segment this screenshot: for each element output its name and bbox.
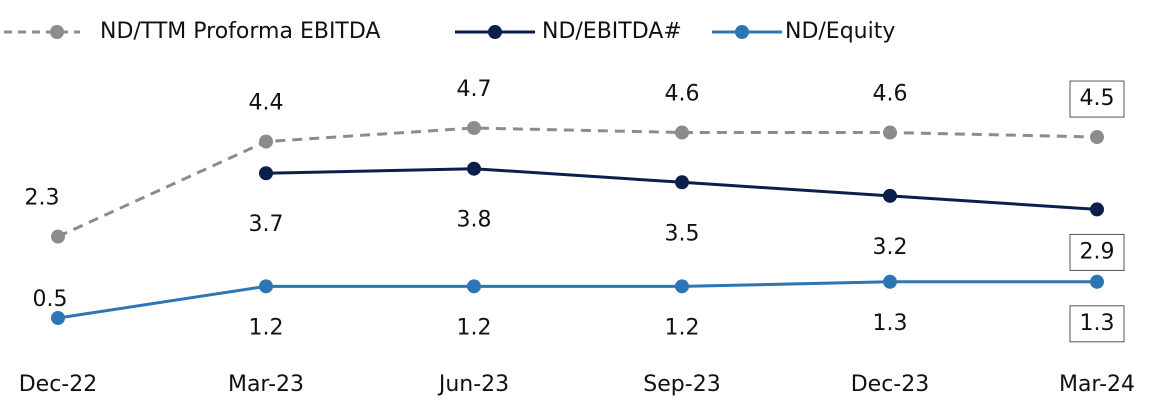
data-label: 0.5 [33,287,68,312]
data-label: 1.3 [1080,311,1115,336]
point [259,134,273,149]
point [259,166,273,181]
point [883,125,897,140]
data-label: 2.3 [25,186,60,211]
legend-marker [488,25,502,39]
data-label: 4.5 [1080,86,1115,111]
x-tick-label: Jun-23 [437,372,509,397]
legend-label: ND/TTM Proforma EBITDA [100,19,380,44]
x-tick-label: Dec-22 [19,372,98,397]
data-label: 4.4 [249,91,284,116]
x-tick-label: Dec-23 [851,372,930,397]
point [467,161,481,176]
label-box [1069,233,1125,271]
label-box [1069,80,1125,118]
x-tick-label: Mar-23 [228,372,304,397]
point [675,175,689,190]
series-line [57,126,1098,238]
data-label: 3.2 [873,235,908,260]
data-label: 4.6 [665,82,700,107]
data-label: 4.7 [457,77,492,102]
data-label: 1.2 [249,315,284,340]
point [675,279,689,294]
x-tick-label: Mar-24 [1059,372,1135,397]
data-label: 3.8 [457,208,492,233]
point [675,125,689,140]
point [51,311,65,325]
legend-label: ND/Equity [785,19,895,44]
data-label: 1.2 [665,315,700,340]
point [51,229,65,244]
point [883,188,897,203]
point [1090,274,1104,289]
data-label: 1.3 [873,311,908,336]
legend-label: ND/EBITDA# [542,19,682,44]
legend-marker [735,25,749,39]
point [1090,130,1104,145]
point [467,121,481,135]
series-line [57,280,1097,320]
data-label: 2.9 [1080,239,1115,264]
point [883,274,897,289]
data-label: 3.7 [249,212,284,237]
point [1090,202,1104,217]
label-box [1069,305,1125,343]
x-tick-label: Sep-23 [643,372,720,397]
point [467,279,481,294]
legend-marker [50,25,64,39]
data-label: 1.2 [457,315,492,340]
data-label: 4.6 [873,82,908,107]
data-label: 3.5 [665,221,700,246]
point [259,279,273,294]
